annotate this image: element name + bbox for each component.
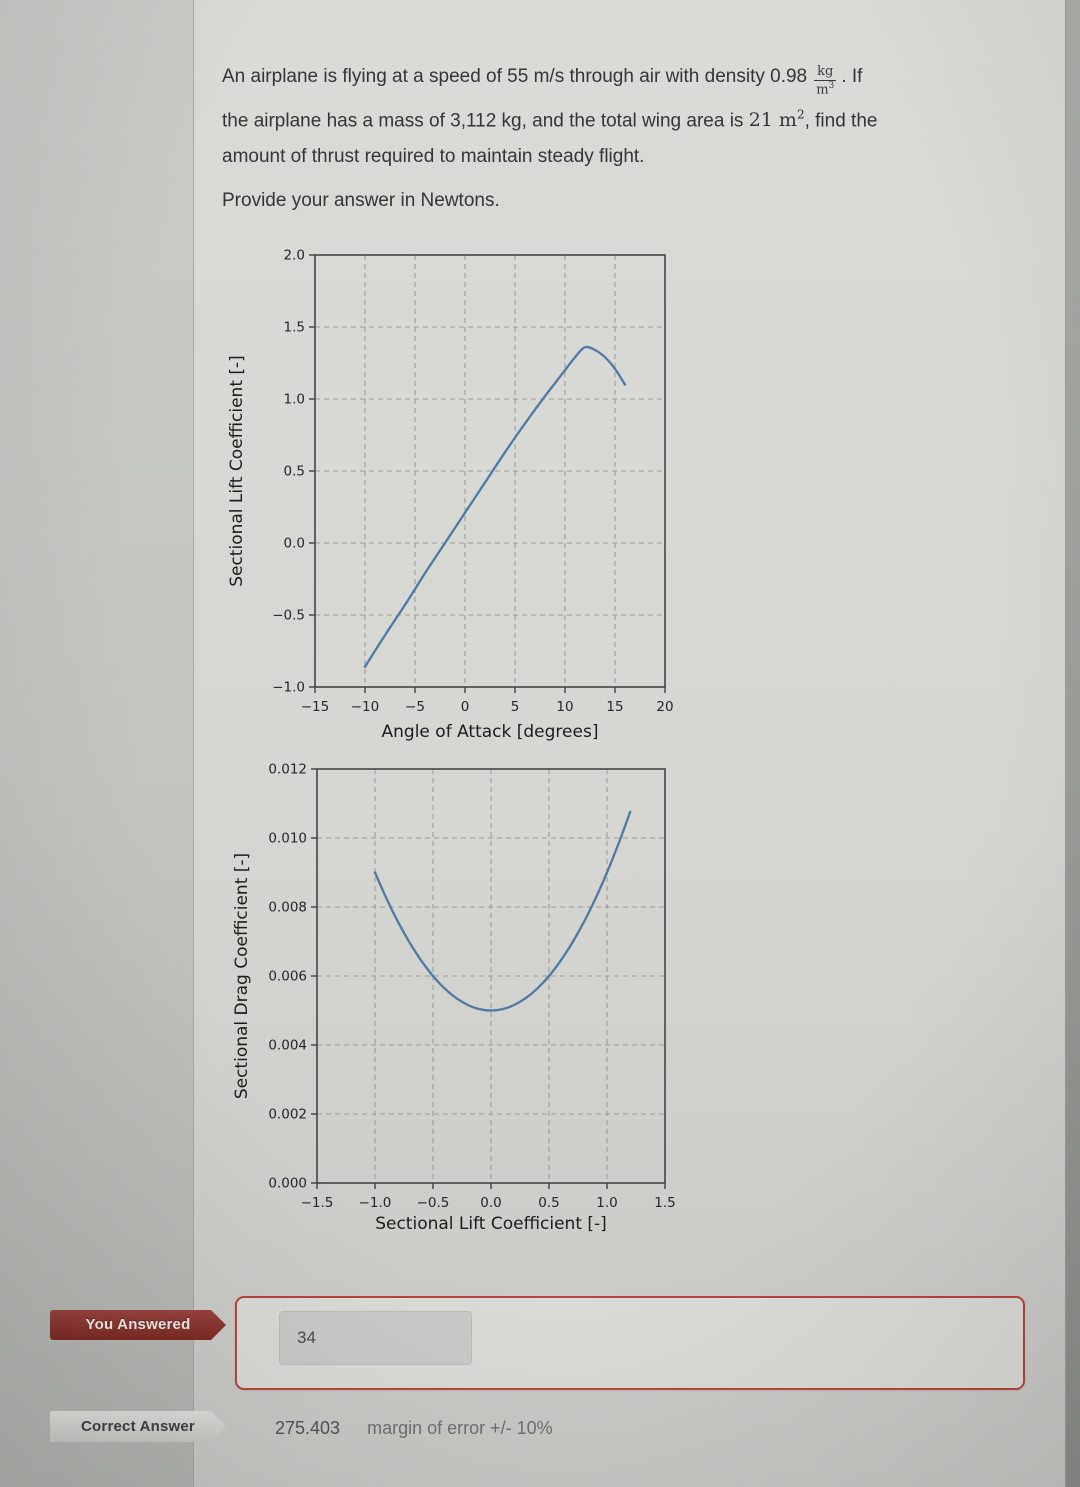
fraction-numerator: kg <box>814 65 837 81</box>
question-card <box>193 0 1066 1487</box>
svg-text:−10: −10 <box>351 699 380 715</box>
you-answered-badge: You Answered <box>50 1310 226 1340</box>
svg-text:2.0: 2.0 <box>284 248 305 264</box>
you-answered-label: You Answered <box>85 1316 191 1333</box>
correct-answer-label: Correct Answer <box>81 1418 195 1435</box>
svg-text:0.0: 0.0 <box>284 536 305 552</box>
svg-text:0.006: 0.006 <box>268 969 307 985</box>
question-line-2-tail: , find the <box>804 109 878 131</box>
question-line-2-text: the airplane has a mass of 3,112 kg, and… <box>222 109 749 131</box>
svg-text:0.008: 0.008 <box>268 900 307 916</box>
svg-text:Sectional Drag Coefficient [-]: Sectional Drag Coefficient [-] <box>232 853 252 1099</box>
svg-text:0.002: 0.002 <box>268 1107 307 1123</box>
margin-of-error: margin of error +/- 10% <box>367 1418 553 1438</box>
svg-text:0.0: 0.0 <box>480 1195 501 1211</box>
fraction-denominator: m3 <box>816 80 835 97</box>
svg-text:0.5: 0.5 <box>284 464 305 480</box>
question-line-3: amount of thrust required to maintain st… <box>222 145 645 167</box>
svg-text:−1.0: −1.0 <box>359 1195 392 1211</box>
svg-text:−0.5: −0.5 <box>272 608 305 624</box>
svg-text:0: 0 <box>461 699 470 715</box>
density-units-fraction: kg m3 <box>814 65 837 97</box>
svg-text:−5: −5 <box>405 699 425 715</box>
question-line-1: An airplane is flying at a speed of 55 m… <box>222 59 1030 97</box>
svg-text:Sectional Lift Coefficient [-]: Sectional Lift Coefficient [-] <box>375 1214 607 1234</box>
drag-polar-chart: −1.5 −1.0 −0.5 0.0 0.5 1.0 1.5 0.000 0.002 0.004 0… <box>232 762 676 1235</box>
svg-text:0.000: 0.000 <box>268 1176 307 1192</box>
svg-text:0.012: 0.012 <box>268 762 307 778</box>
svg-text:20: 20 <box>656 699 673 715</box>
svg-text:−15: −15 <box>301 699 330 715</box>
question-text: An airplane is flying at a speed of 55 m… <box>222 59 1030 175</box>
svg-text:1.5: 1.5 <box>654 1195 675 1211</box>
svg-text:0.5: 0.5 <box>538 1195 559 1211</box>
question-line-1-text: An airplane is flying at a speed of 55 m… <box>222 66 808 87</box>
correct-answer-value: 275.403 <box>275 1418 341 1438</box>
svg-text:Angle of Attack [degrees]: Angle of Attack [degrees] <box>382 722 599 742</box>
user-answer-input[interactable]: 34 <box>279 1311 472 1365</box>
wing-area-math: 21 m2 <box>748 107 805 131</box>
answer-units-prompt: Provide your answer in Newtons. <box>222 190 500 211</box>
svg-text:10: 10 <box>556 699 573 715</box>
svg-text:5: 5 <box>511 699 520 715</box>
svg-text:0.010: 0.010 <box>268 831 307 847</box>
svg-text:−1.0: −1.0 <box>272 680 305 696</box>
svg-text:−0.5: −0.5 <box>417 1195 450 1211</box>
page-left-margin <box>0 0 193 1487</box>
svg-text:15: 15 <box>606 699 623 715</box>
svg-text:Sectional Lift Coefficient [-]: Sectional Lift Coefficient [-] <box>227 355 247 587</box>
page-right-margin <box>1066 0 1080 1487</box>
question-line-2: the airplane has a mass of 3,112 kg, and… <box>222 97 1030 139</box>
correct-answer-badge: Correct Answer <box>50 1411 226 1442</box>
svg-text:−1.5: −1.5 <box>301 1195 334 1211</box>
correct-answer-row: 275.403 margin of error +/- 10% <box>275 1418 553 1439</box>
svg-text:0.004: 0.004 <box>268 1038 307 1054</box>
svg-text:1.5: 1.5 <box>284 320 305 336</box>
user-answer-box: 34 <box>235 1296 1025 1390</box>
lift-coefficient-chart: −15 −10 −5 0 5 10 15 20 −1.0 −0.5 0.0 0.5 1.0 1.5 2.0 A… <box>227 248 674 743</box>
svg-text:1.0: 1.0 <box>596 1195 617 1211</box>
svg-text:1.0: 1.0 <box>284 392 305 408</box>
question-line-1-tail: . If <box>841 66 863 87</box>
